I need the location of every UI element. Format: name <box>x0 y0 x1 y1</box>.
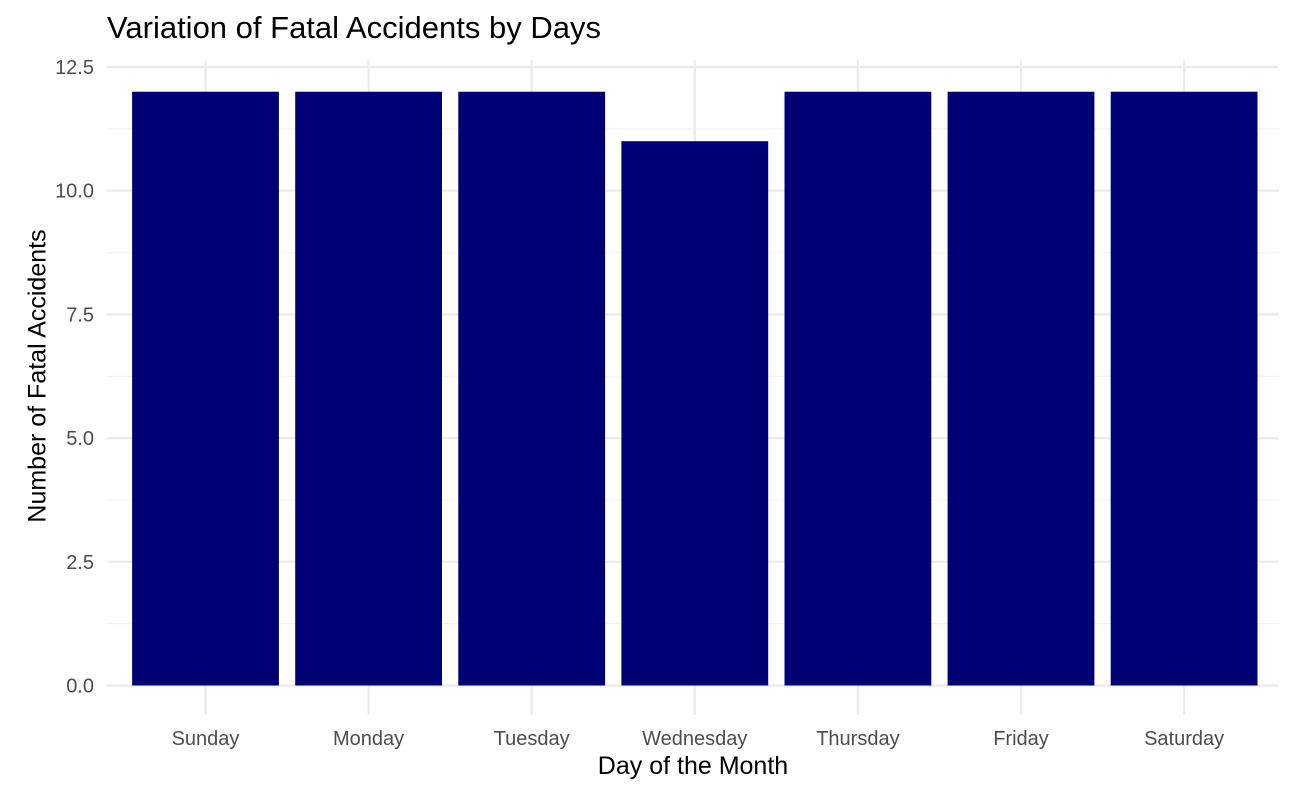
x-tick-label: Tuesday <box>494 728 570 750</box>
y-tick-label: 10.0 <box>55 181 94 203</box>
x-tick-label: Thursday <box>816 728 899 750</box>
bar-tuesday <box>458 91 606 686</box>
bar-saturday <box>1110 91 1258 686</box>
x-tick-label: Monday <box>333 728 404 750</box>
y-tick-label: 12.5 <box>55 57 94 79</box>
bar-wednesday <box>621 141 769 686</box>
y-axis-label: Number of Fatal Accidents <box>23 229 52 523</box>
x-tick-labels: Sunday Monday Tuesday Wednesday Thursday Frid… <box>172 728 1225 750</box>
bars <box>132 91 1258 686</box>
y-tick-label: 0.0 <box>66 676 94 698</box>
x-tick-label: Friday <box>993 728 1049 750</box>
y-tick-label: 2.5 <box>66 552 94 574</box>
chart-title: Variation of Fatal Accidents by Days <box>107 10 601 45</box>
bar-friday <box>947 91 1095 686</box>
y-tick-labels: 0.0 2.5 5.0 7.5 10.0 12.5 <box>55 57 94 698</box>
x-tick-label: Sunday <box>172 728 240 750</box>
y-tick-label: 7.5 <box>66 304 94 326</box>
bar-sunday <box>132 91 279 686</box>
x-tick-label: Wednesday <box>642 728 747 750</box>
bar-thursday <box>784 91 932 686</box>
x-axis-label: Day of the Month <box>597 752 789 780</box>
x-tick-label: Saturday <box>1144 728 1224 750</box>
y-tick-label: 5.0 <box>66 428 94 450</box>
bar-monday <box>295 91 442 686</box>
